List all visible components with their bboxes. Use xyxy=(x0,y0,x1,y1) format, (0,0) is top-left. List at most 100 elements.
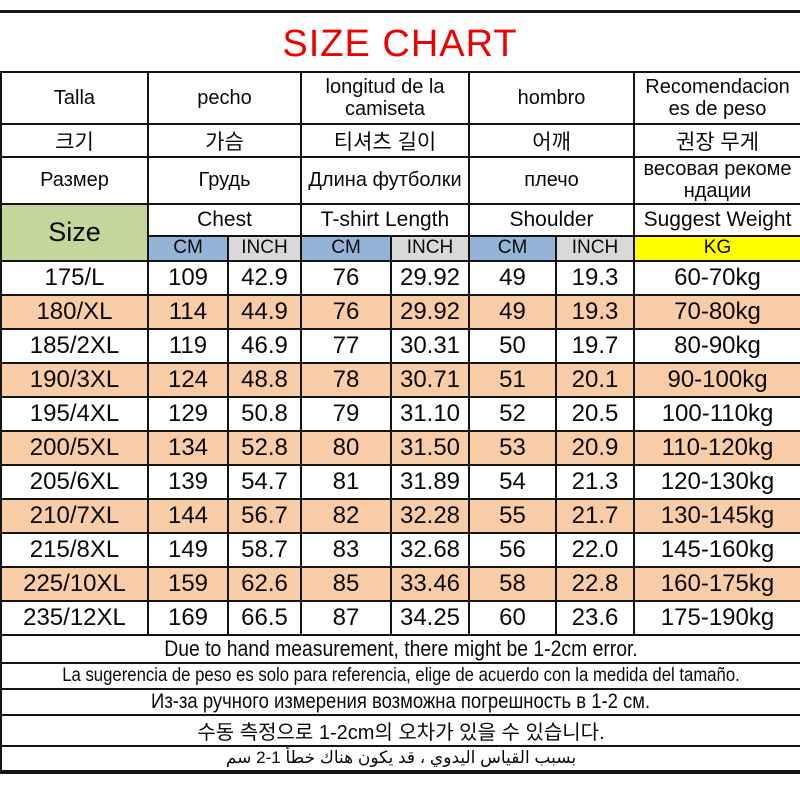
header-shoulder-en: Shoulder xyxy=(468,202,636,237)
unit-cell-length-cm: CM xyxy=(300,234,392,262)
header-length-ru: Длина футболки xyxy=(299,156,471,205)
table-row: 200/5XL 134 52.8 80 31.50 53 20.9 110-120kg xyxy=(0,429,800,466)
weight-kg-value: 120-130kg xyxy=(633,463,800,500)
weight-kg-value: 110-120kg xyxy=(633,429,800,466)
chest-inch-value: 50.8 xyxy=(227,395,302,432)
header-weight-ko: 권장 무게 xyxy=(633,123,800,158)
header-weight-ru: весовая рекоме ндации xyxy=(633,156,800,205)
shoulder-cm-value: 53 xyxy=(468,429,558,466)
length-inch-value: 29.92 xyxy=(389,259,471,296)
header-size-es: Talla xyxy=(0,71,149,125)
table-row: 195/4XL 129 50.8 79 31.10 52 20.5 100-110kg xyxy=(0,395,800,432)
shoulder-inch-value: 22.0 xyxy=(555,531,636,568)
table-row: 185/2XL 119 46.9 77 30.31 50 19.7 80-90kg xyxy=(0,327,800,364)
disclaimer-rows: Due to hand measurement, there might be … xyxy=(0,633,800,774)
note-cell-ar: بسبب القياس اليدوي ، قد يكون هناك خطأ 1-… xyxy=(0,744,800,774)
chest-cm-value: 114 xyxy=(147,293,229,330)
length-inch-value: 33.46 xyxy=(389,565,471,602)
shoulder-inch-value: 21.7 xyxy=(555,497,636,534)
length-inch-value: 32.68 xyxy=(389,531,471,568)
table-row: 225/10XL 159 62.6 85 33.46 58 22.8 160-175kg xyxy=(0,565,800,602)
length-cm-value: 77 xyxy=(300,327,392,364)
table-row: 235/12XL 169 66.5 87 34.25 60 23.6 175-190kg xyxy=(0,599,800,636)
note-text-ko: 수동 측정으로 1-2cm의 오차가 있을 수 있습니다. xyxy=(197,721,605,744)
chest-inch-value: 62.6 xyxy=(227,565,302,602)
chest-cm-value: 109 xyxy=(147,259,229,296)
header-length-es: longitud de la camiseta xyxy=(299,71,471,125)
chest-inch-value: 54.7 xyxy=(227,463,302,500)
note-cell-es: La sugerencia de peso es solo para refer… xyxy=(0,661,800,690)
shoulder-cm-value: 49 xyxy=(468,259,558,296)
weight-kg-value: 145-160kg xyxy=(633,531,800,568)
chest-inch-value: 52.8 xyxy=(227,429,302,466)
weight-kg-value: 90-100kg xyxy=(633,361,800,398)
note-text-ru: Из-за ручного измерения возможна погрешн… xyxy=(151,689,651,713)
chest-cm-value: 124 xyxy=(147,361,229,398)
shoulder-cm-value: 56 xyxy=(468,531,558,568)
chest-cm-value: 144 xyxy=(147,497,229,534)
chest-cm-value: 119 xyxy=(147,327,229,364)
shoulder-cm-value: 60 xyxy=(468,599,558,636)
length-cm-value: 83 xyxy=(300,531,392,568)
chest-inch-value: 58.7 xyxy=(227,531,302,568)
size-chart-page: SIZE CHART Talla pecho longitud de la ca… xyxy=(0,10,800,774)
header-shoulder-ko: 어깨 xyxy=(468,123,636,158)
shoulder-cm-value: 52 xyxy=(468,395,558,432)
header-shoulder-ru: плечо xyxy=(468,156,636,205)
header-row-english: Size Chest T-shirt Length Shoulder Sugge… xyxy=(0,202,800,262)
length-inch-value: 30.31 xyxy=(389,327,471,364)
row-size-label: 180/XL xyxy=(0,293,149,330)
shoulder-inch-value: 19.3 xyxy=(555,293,636,330)
shoulder-cm-value: 50 xyxy=(468,327,558,364)
shoulder-cm-value: 54 xyxy=(468,463,558,500)
unit-cell-shoulder-inch: INCH xyxy=(555,234,636,262)
header-chest-en: Chest xyxy=(147,202,302,237)
weight-kg-value: 175-190kg xyxy=(633,599,800,636)
chest-cm-value: 149 xyxy=(147,531,229,568)
chest-cm-value: 169 xyxy=(147,599,229,636)
shoulder-inch-value: 19.3 xyxy=(555,259,636,296)
note-text-ar: بسبب القياس اليدوي ، قد يكون هناك خطأ 1-… xyxy=(225,748,577,768)
row-size-label: 195/4XL xyxy=(0,395,149,432)
row-size-label: 205/6XL xyxy=(0,463,149,500)
chest-inch-value: 44.9 xyxy=(227,293,302,330)
length-cm-value: 85 xyxy=(300,565,392,602)
header-size-en: Size xyxy=(0,202,149,262)
table-row: 215/8XL 149 58.7 83 32.68 56 22.0 145-160kg xyxy=(0,531,800,568)
shoulder-cm-value: 49 xyxy=(468,293,558,330)
header-row-korean: 크기 가슴 티셔츠 길이 어깨 권장 무게 xyxy=(0,123,800,158)
shoulder-cm-value: 58 xyxy=(468,565,558,602)
shoulder-cm-value: 51 xyxy=(468,361,558,398)
row-size-label: 190/3XL xyxy=(0,361,149,398)
header-length-ko: 티셔츠 길이 xyxy=(299,123,471,158)
header-chest-ko: 가슴 xyxy=(147,123,302,158)
chest-inch-value: 42.9 xyxy=(227,259,302,296)
header-weight-es: Recomendacion es de peso xyxy=(633,71,800,125)
weight-kg-value: 80-90kg xyxy=(633,327,800,364)
header-row-russian: Размер Грудь Длина футболки плечо весова… xyxy=(0,156,800,205)
note-row-ko: 수동 측정으로 1-2cm의 오차가 있을 수 있습니다. xyxy=(0,713,800,747)
row-size-label: 225/10XL xyxy=(0,565,149,602)
row-size-label: 210/7XL xyxy=(0,497,149,534)
header-chest-ru: Грудь xyxy=(147,156,302,205)
table-row: 190/3XL 124 48.8 78 30.71 51 20.1 90-100kg xyxy=(0,361,800,398)
length-cm-value: 76 xyxy=(300,259,392,296)
note-cell-ko: 수동 측정으로 1-2cm의 오차가 있을 수 있습니다. xyxy=(0,713,800,747)
length-inch-value: 34.25 xyxy=(389,599,471,636)
row-size-label: 185/2XL xyxy=(0,327,149,364)
units-row: CM INCH CM INCH CM INCH KG xyxy=(1,234,800,262)
length-cm-value: 76 xyxy=(300,293,392,330)
note-row-ru: Из-за ручного измерения возможна погрешн… xyxy=(0,687,800,716)
weight-kg-value: 160-175kg xyxy=(633,565,800,602)
length-inch-value: 31.89 xyxy=(389,463,471,500)
header-rows: Talla pecho longitud de la camiseta homb… xyxy=(0,71,800,262)
chest-cm-value: 129 xyxy=(147,395,229,432)
chest-inch-value: 56.7 xyxy=(227,497,302,534)
length-cm-value: 80 xyxy=(300,429,392,466)
chest-cm-value: 134 xyxy=(147,429,229,466)
length-cm-value: 78 xyxy=(300,361,392,398)
header-size-ko: 크기 xyxy=(0,123,149,158)
weight-kg-value: 70-80kg xyxy=(633,293,800,330)
chest-cm-value: 159 xyxy=(147,565,229,602)
chest-inch-value: 66.5 xyxy=(227,599,302,636)
